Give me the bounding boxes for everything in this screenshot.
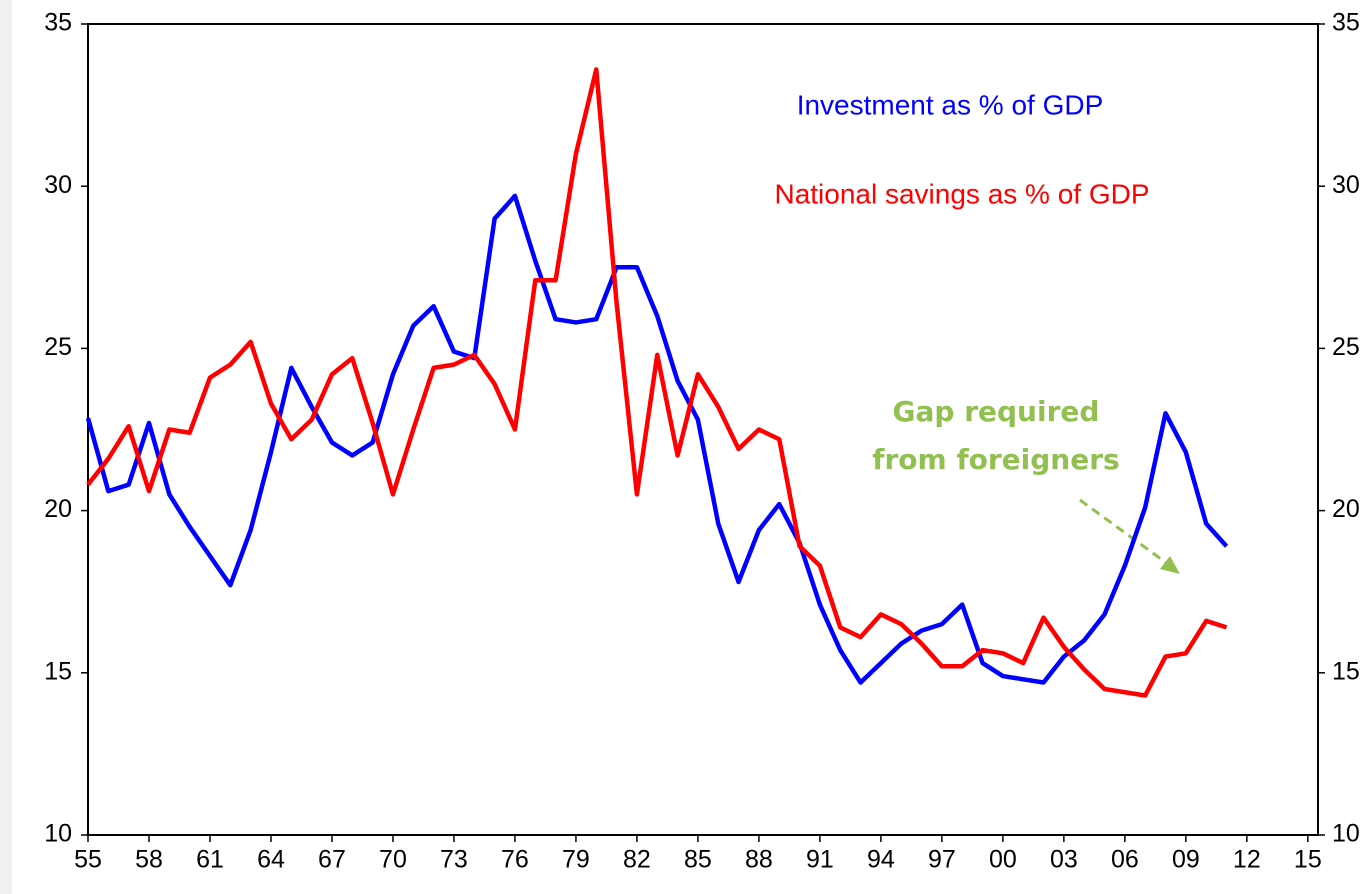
y-tick-label: 25	[44, 333, 72, 361]
y2-tick-label: 25	[1332, 333, 1360, 361]
x-tick-label: 91	[806, 846, 834, 874]
legend-label: National savings as % of GDP	[774, 178, 1149, 209]
y2-tick-label: 10	[1332, 820, 1360, 848]
annotation: Gap required	[893, 395, 1100, 428]
legend-label: Investment as % of GDP	[797, 89, 1104, 120]
x-tick-label: 97	[928, 846, 956, 874]
series-line	[86, 67, 1228, 698]
x-tick-label: 85	[684, 846, 712, 874]
x-tick-label: 55	[74, 846, 102, 874]
x-tick-label: 73	[440, 846, 468, 874]
y-tick-label: 10	[44, 820, 72, 848]
y2-tick-label: 15	[1332, 657, 1360, 685]
series-line	[85, 193, 1229, 685]
x-tick-label: 09	[1172, 846, 1200, 874]
y-tick-label: 30	[44, 171, 72, 199]
y-tick-label: 15	[44, 657, 72, 685]
x-tick-label: 76	[501, 846, 529, 874]
x-tick-label: 03	[1050, 846, 1078, 874]
annotation: from foreigners	[872, 443, 1119, 476]
x-tick-label: 79	[562, 846, 590, 874]
y-tick-label: 35	[44, 9, 72, 37]
x-tick-label: 00	[989, 846, 1017, 874]
x-tick-label: 12	[1233, 846, 1261, 874]
x-tick-label: 64	[257, 846, 285, 874]
margin-strip	[0, 0, 12, 894]
x-tick-label: 61	[196, 846, 224, 874]
y2-tick-label: 20	[1332, 495, 1360, 523]
x-tick-label: 94	[867, 846, 895, 874]
x-tick-label: 70	[379, 846, 407, 874]
x-tick-label: 06	[1111, 846, 1139, 874]
x-tick-label: 15	[1294, 846, 1322, 874]
x-tick-label: 67	[318, 846, 346, 874]
y-tick-label: 20	[44, 495, 72, 523]
x-tick-label: 88	[745, 846, 773, 874]
y2-tick-label: 35	[1332, 9, 1360, 37]
y2-tick-label: 30	[1332, 171, 1360, 199]
x-tick-label: 58	[135, 846, 163, 874]
annotation-arrow	[1079, 498, 1173, 569]
annotation-arrowhead	[1160, 556, 1180, 574]
x-tick-label: 82	[623, 846, 651, 874]
plot-frame	[87, 23, 1319, 836]
